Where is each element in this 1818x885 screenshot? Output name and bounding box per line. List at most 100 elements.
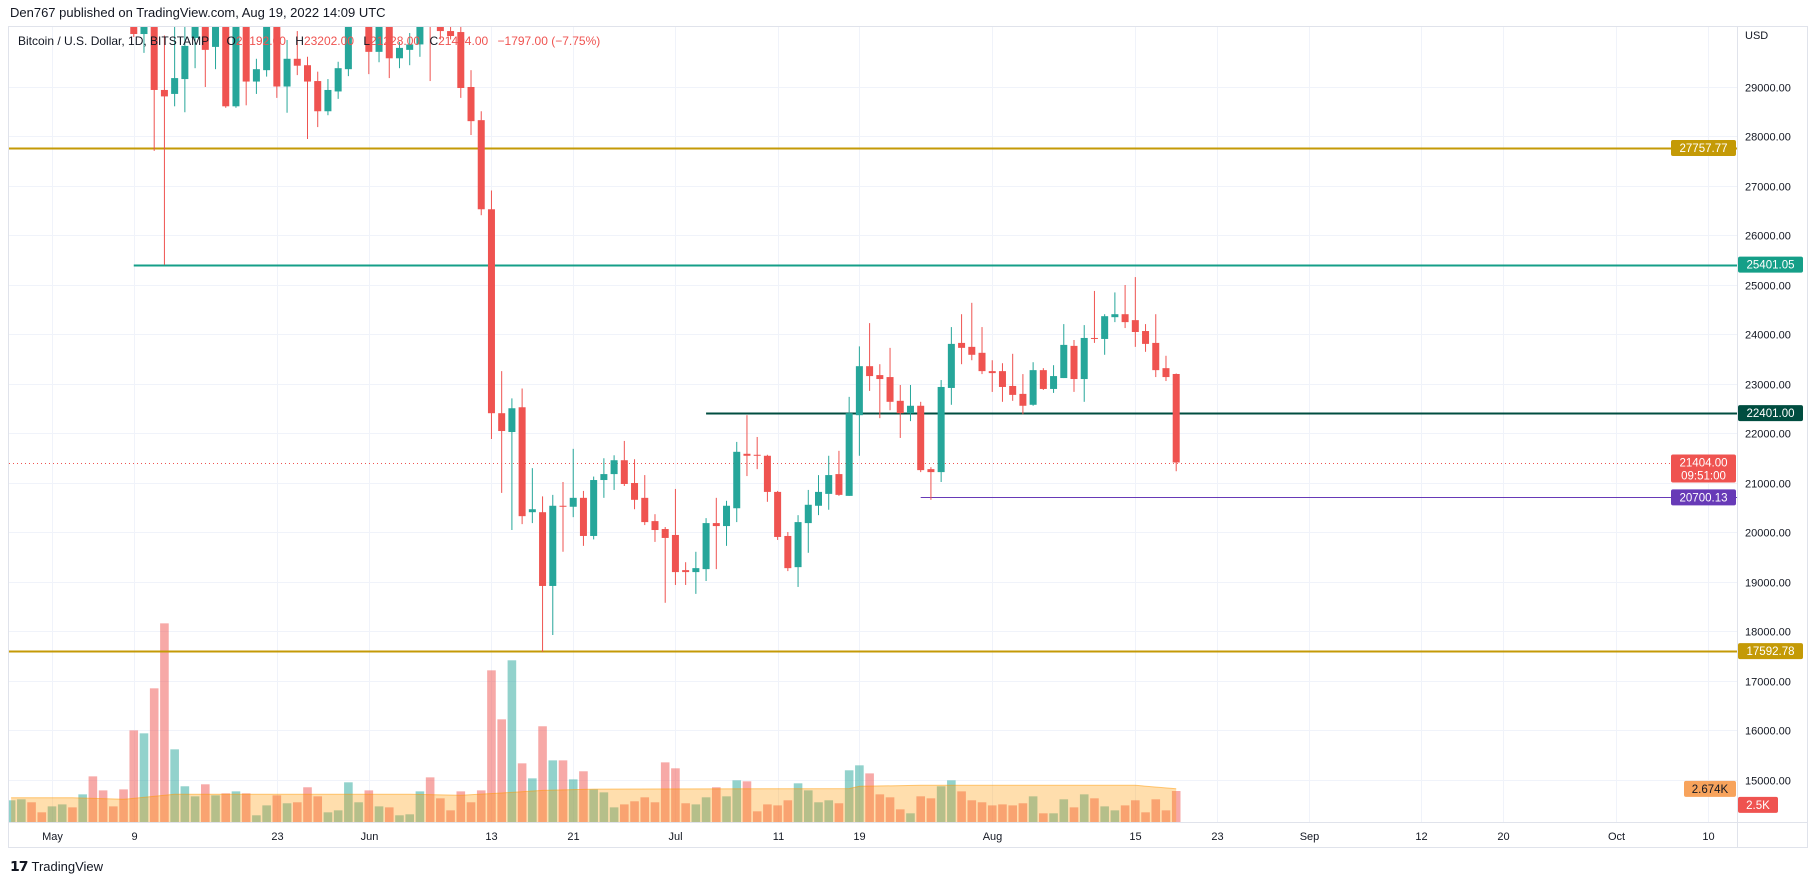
volume-bar	[855, 765, 864, 822]
symbol-title[interactable]: Bitcoin / U.S. Dollar, 1D, BITSTAMP	[18, 34, 210, 48]
candle-body	[283, 58, 291, 87]
price-tick-label: 25000.00	[1745, 281, 1791, 293]
tradingview-logo-icon[interactable]: 𝟭𝟳	[10, 858, 29, 874]
volume-bar	[865, 773, 874, 822]
volume-ma-line	[11, 784, 1177, 800]
level-price-label-bg	[1738, 256, 1803, 273]
close-key: C	[429, 34, 439, 48]
level-price-label: 20700.13	[1671, 489, 1736, 506]
candle-body	[600, 474, 608, 481]
candle-body	[723, 505, 731, 527]
price-tick-label: 18000.00	[1745, 627, 1791, 639]
price-tick-label: 16000.00	[1745, 726, 1791, 738]
volume-bar	[487, 670, 496, 822]
volume-bar	[1100, 806, 1109, 822]
change-value: −1797.00 (−7.75%)	[497, 34, 601, 48]
volume-bar	[630, 801, 639, 822]
publisher-line: Den767 published on TradingView.com, Aug…	[10, 5, 386, 20]
volume-bar	[1171, 791, 1181, 822]
volume-bar	[528, 778, 537, 822]
volume-bar	[967, 800, 977, 822]
candle-body	[866, 366, 874, 377]
price-axis[interactable]: 15000.00 16000.00 17000.00 18000.00 19000.00…	[1745, 30, 1791, 788]
volume-bar	[814, 802, 823, 822]
time-tick-label: 11	[773, 831, 784, 843]
volume-bar	[977, 802, 987, 822]
last-price-label-text: 09:51:00	[1681, 471, 1726, 483]
price-tick-label: 24000.00	[1745, 330, 1791, 342]
price-tick-label: 26000.00	[1745, 231, 1791, 243]
time-tick-label: Sep	[1300, 831, 1320, 843]
candle-body	[549, 505, 557, 586]
time-axis[interactable]: May 9 23 Jun 13 21 Jul 11 19 Aug 15 23 Sep 12 20 Oct 10	[42, 831, 1715, 843]
candle-body	[1070, 345, 1078, 380]
level-price-label-bg	[1671, 489, 1736, 506]
candle-body	[1172, 373, 1180, 463]
volume-bar	[282, 803, 292, 822]
candle-body	[416, 27, 424, 45]
volume-bar	[180, 786, 190, 822]
low-value: 21228.00	[370, 34, 421, 48]
volume-bar	[998, 804, 1007, 822]
candle-body	[906, 405, 914, 414]
volume-bar	[824, 800, 834, 822]
candle-body	[1142, 331, 1150, 344]
volume-bar	[1028, 796, 1038, 822]
footer-logo-text[interactable]: TradingView	[31, 859, 104, 874]
candle-body	[242, 27, 250, 82]
volume-bar	[344, 782, 353, 822]
volume-bar	[722, 796, 731, 822]
volume-bar	[957, 791, 966, 822]
volume-bar	[364, 790, 374, 822]
volume-bar	[640, 797, 650, 822]
candle-body	[181, 45, 189, 80]
candle-body	[845, 413, 853, 496]
candle-body	[1101, 316, 1109, 339]
footer: 𝟭𝟳 TradingView	[10, 858, 103, 875]
open-value: 23192.00	[235, 34, 286, 48]
volume-bar	[1069, 807, 1079, 822]
candle-body	[1121, 314, 1129, 323]
volume-bar	[906, 813, 915, 822]
volume-bar	[599, 792, 609, 822]
price-tick-label: 27000.00	[1745, 182, 1791, 194]
candle-body	[1019, 393, 1027, 406]
candle-body	[487, 209, 495, 414]
candle-body	[937, 386, 945, 473]
candle-body	[273, 27, 281, 87]
candle-body	[160, 89, 168, 97]
volume-bar	[395, 815, 404, 822]
volume-bar	[68, 807, 77, 822]
volume-bar	[650, 802, 660, 822]
volume-bar	[241, 793, 251, 822]
volume-pane	[9, 623, 1181, 822]
candle-body	[201, 27, 209, 50]
candle-body	[978, 352, 986, 372]
volume-ma-label: 2.674K	[1684, 780, 1736, 797]
volume-bar	[37, 812, 47, 822]
price-tick-label: 21000.00	[1745, 479, 1791, 491]
candle-body	[804, 504, 812, 524]
candle-body	[385, 27, 393, 59]
volume-bar	[548, 760, 558, 822]
volume-bar	[170, 749, 179, 822]
volume-last-label: 2.5K	[1738, 796, 1778, 813]
candle-body	[927, 469, 935, 473]
grid	[9, 27, 1737, 822]
volume-bar	[558, 760, 568, 822]
candle-body	[815, 491, 822, 506]
volume-bar	[875, 794, 885, 822]
volume-bar	[374, 806, 384, 822]
volume-bar	[231, 791, 241, 822]
time-tick-label: 20	[1497, 831, 1509, 843]
volume-bar	[947, 780, 956, 822]
level-price-label-text: 17592.78	[1747, 646, 1795, 658]
candle-body	[222, 27, 230, 107]
level-price-label: 25401.05	[1738, 256, 1803, 273]
volume-bar	[497, 719, 506, 822]
candle-body	[610, 460, 618, 475]
volume-bar	[783, 800, 793, 822]
time-tick-label: Jul	[668, 831, 682, 843]
candle-body	[579, 497, 587, 536]
